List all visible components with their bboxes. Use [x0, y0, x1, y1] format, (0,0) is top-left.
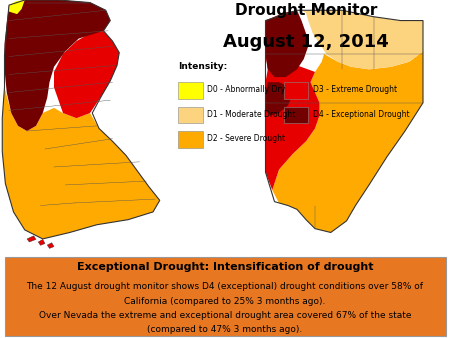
- Text: D2 - Severe Drought: D2 - Severe Drought: [207, 134, 285, 143]
- Text: Intensity:: Intensity:: [178, 62, 227, 71]
- Bar: [178, 106, 202, 123]
- Polygon shape: [266, 54, 320, 190]
- Polygon shape: [266, 82, 292, 116]
- Polygon shape: [9, 0, 25, 14]
- Polygon shape: [2, 87, 160, 239]
- Text: August 12, 2014: August 12, 2014: [223, 33, 389, 51]
- Polygon shape: [4, 0, 110, 131]
- Text: D3 - Extreme Drought: D3 - Extreme Drought: [313, 86, 397, 94]
- Text: Drought Monitor: Drought Monitor: [235, 3, 377, 18]
- Polygon shape: [47, 243, 54, 248]
- Text: (compared to 47% 3 months ago).: (compared to 47% 3 months ago).: [148, 325, 302, 334]
- Text: D1 - Moderate Drought: D1 - Moderate Drought: [207, 110, 295, 119]
- Polygon shape: [302, 10, 423, 69]
- Bar: [284, 106, 308, 123]
- Text: Exceptional Drought: Intensification of drought: Exceptional Drought: Intensification of …: [77, 262, 373, 272]
- Polygon shape: [272, 51, 423, 233]
- Bar: [178, 82, 202, 99]
- Text: Over Nevada the extreme and exceptional drought area covered 67% of the state: Over Nevada the extreme and exceptional …: [39, 311, 411, 320]
- Polygon shape: [9, 0, 119, 118]
- Text: California (compared to 25% 3 months ago).: California (compared to 25% 3 months ago…: [124, 297, 326, 306]
- Text: The 12 August drought monitor shows D4 (exceptional) drought conditions over 58%: The 12 August drought monitor shows D4 (…: [27, 282, 423, 291]
- Bar: [284, 82, 308, 99]
- Text: D4 - Exceptional Drought: D4 - Exceptional Drought: [313, 110, 410, 119]
- Bar: [178, 131, 202, 148]
- Polygon shape: [38, 239, 45, 245]
- Polygon shape: [266, 10, 308, 77]
- FancyBboxPatch shape: [4, 257, 446, 336]
- Polygon shape: [27, 236, 36, 242]
- Text: D0 - Abnormally Dry: D0 - Abnormally Dry: [207, 86, 285, 94]
